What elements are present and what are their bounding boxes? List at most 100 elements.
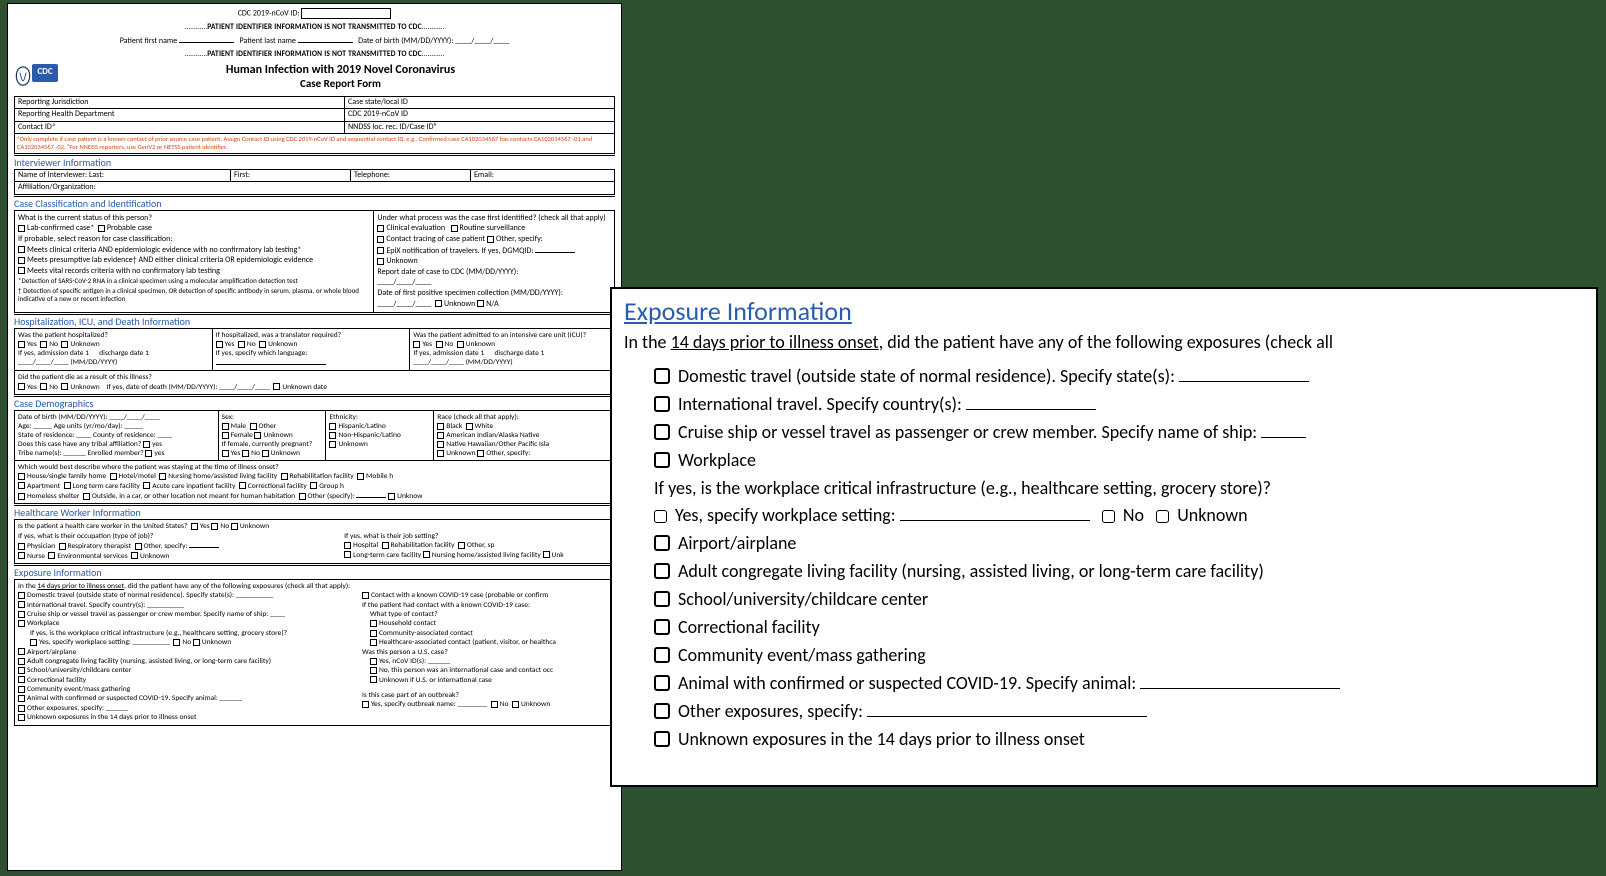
demo-state[interactable]: State of residence: ____ County of resid… [18,431,215,440]
cb-s4[interactable] [281,473,288,480]
last-name-input[interactable] [298,35,353,43]
cb-d-no[interactable] [40,383,47,390]
cb-r2d[interactable] [370,639,377,646]
z3-input[interactable] [1261,424,1306,438]
tribe[interactable]: Tribe name(s): ______ Enrolled member? [18,449,144,458]
report-date-blank[interactable]: ____/____/____ [377,278,611,288]
cb-z2[interactable] [654,396,670,412]
cb-prob[interactable] [98,225,105,232]
cb-o1[interactable] [18,543,25,550]
cell-nndss-id[interactable]: NNDSS loc. rec. ID/Case IDᵇ [345,121,615,134]
cb-o6[interactable] [131,552,138,559]
cb-e4b[interactable] [30,639,37,646]
cb-p2[interactable] [18,257,25,264]
cb-e11[interactable] [18,705,25,712]
cb-st1[interactable] [344,542,351,549]
cell-health-dept[interactable]: Reporting Health Department [15,109,345,122]
int-first[interactable]: First: [231,169,351,182]
cb-other[interactable] [250,423,257,430]
cb-na[interactable] [477,300,484,307]
cb-e4[interactable] [18,620,25,627]
s13-input[interactable] [356,491,386,498]
z4b-input[interactable] [900,507,1090,521]
cb-s2[interactable] [110,473,117,480]
cb-p1[interactable] [18,246,25,253]
int-affil[interactable]: Affiliation/Organization: [15,182,615,195]
cb-t-unk[interactable] [259,341,266,348]
cb-black[interactable] [437,423,444,430]
cb-r1[interactable] [362,592,369,599]
cb-z4no[interactable] [1102,510,1115,523]
cb-st6[interactable] [543,551,550,558]
cb-o4[interactable] [18,552,25,559]
cb-white[interactable] [466,423,473,430]
cb-hcw-no[interactable] [211,523,218,530]
cb-male[interactable] [222,423,229,430]
cb-unk[interactable] [435,300,442,307]
cb-proc5[interactable] [377,247,384,254]
cb-proc4[interactable] [487,236,494,243]
cb-r4unk[interactable] [512,701,519,708]
demo-age[interactable]: Age: _____ Age units (yr/mo/day): _____ [18,422,215,431]
cell-ncov-id[interactable]: CDC 2019-nCoV ID [345,109,615,122]
cb-st5[interactable] [423,551,430,558]
cb-proc6[interactable] [377,258,384,265]
cb-hcw-yes[interactable] [191,523,198,530]
z1-input[interactable] [1179,368,1309,382]
cb-proc2[interactable] [451,225,458,232]
cb-i-no[interactable] [436,341,443,348]
cb-z4unk[interactable] [1156,510,1169,523]
cb-r3a[interactable] [370,658,377,665]
int-tel[interactable]: Telephone: [351,169,471,182]
cb-d-unk[interactable] [61,383,68,390]
cb-e1[interactable] [18,592,25,599]
cb-z5[interactable] [654,535,670,551]
cb-z7[interactable] [654,591,670,607]
cb-z4b[interactable] [654,510,667,523]
cb-sexunk[interactable] [254,432,261,439]
cb-d-yes[interactable] [18,383,25,390]
z2-input[interactable] [966,396,1096,410]
cell-contact-id[interactable]: Contact IDª [15,121,345,134]
cb-hosp-yes[interactable] [18,341,25,348]
cb-st4[interactable] [344,551,351,558]
cb-z10[interactable] [654,675,670,691]
cb-t-no[interactable] [238,341,245,348]
cb-s3[interactable] [159,473,166,480]
cb-aian[interactable] [437,432,444,439]
cb-e9[interactable] [18,686,25,693]
first-name-input[interactable] [179,35,234,43]
cb-e4no[interactable] [173,639,180,646]
cb-r3c[interactable] [370,676,377,683]
cb-o3[interactable] [135,543,142,550]
cb-e5[interactable] [18,648,25,655]
cb-z6[interactable] [654,563,670,579]
icu-date[interactable]: ____/____/____ (MM/DD/YYYY) [413,358,611,367]
cb-s13[interactable] [299,493,306,500]
cb-e8[interactable] [18,676,25,683]
cb-e12[interactable] [18,714,25,721]
cb-s5[interactable] [357,473,364,480]
cell-jurisdiction[interactable]: Reporting Jurisdiction [15,96,345,109]
dgmqid-input[interactable] [535,246,575,253]
cb-s9[interactable] [239,482,246,489]
cb-s10[interactable] [310,482,317,489]
cb-s6[interactable] [18,482,25,489]
int-email[interactable]: Email: [471,169,615,182]
cb-s11[interactable] [18,493,25,500]
cb-e2[interactable] [18,601,25,608]
cb-r4no[interactable] [491,701,498,708]
cb-female[interactable] [222,432,229,439]
cb-unkdate[interactable] [273,383,280,390]
z11-input[interactable] [867,703,1147,717]
cb-s12[interactable] [83,493,90,500]
cb-raceoth[interactable] [477,450,484,457]
cb-z11[interactable] [654,703,670,719]
cb-e6[interactable] [18,658,25,665]
cb-t-yes[interactable] [216,341,223,348]
cb-o2[interactable] [59,543,66,550]
cb-s7[interactable] [64,482,71,489]
cb-z8[interactable] [654,619,670,635]
cb-e3[interactable] [18,611,25,618]
cb-e4unk[interactable] [193,639,200,646]
